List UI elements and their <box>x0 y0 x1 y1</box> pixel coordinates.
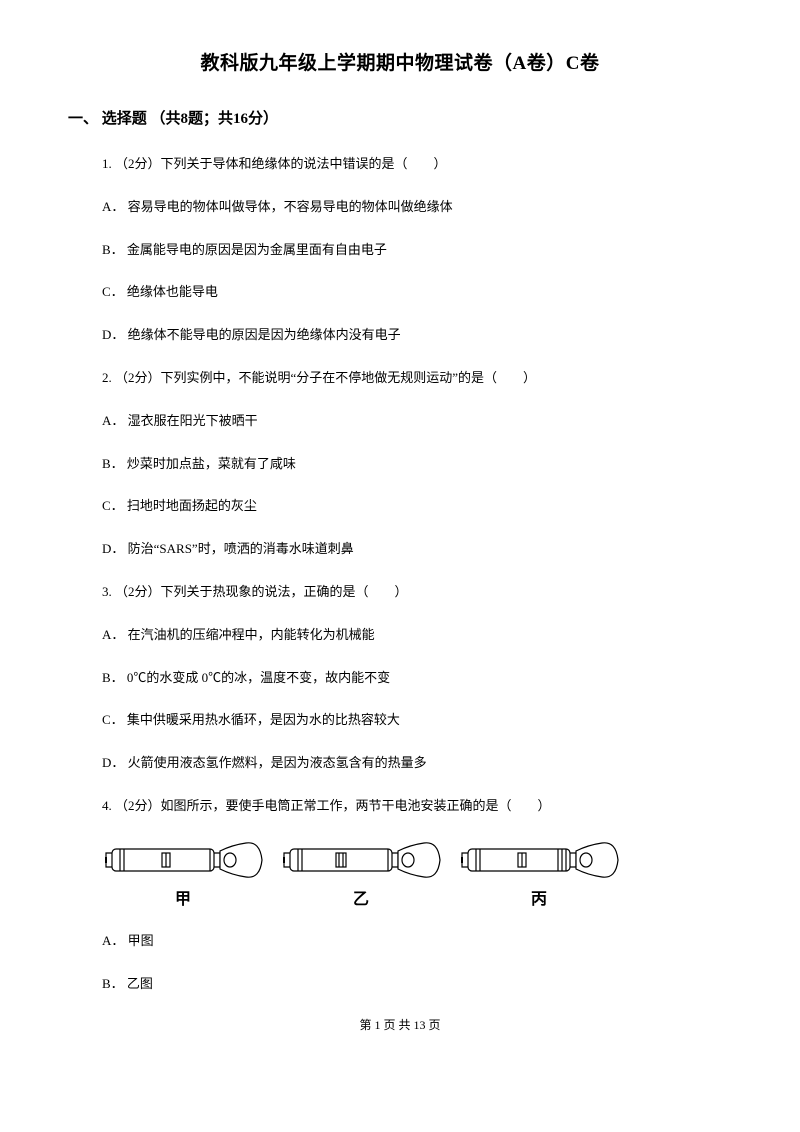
flashlight-yi: 乙 <box>280 839 442 909</box>
q1-option-d: D． 绝缘体不能导电的原因是因为绝缘体内没有电子 <box>102 325 732 346</box>
q1-stem: 1. （2分）下列关于导体和绝缘体的说法中错误的是（ ） <box>102 154 732 175</box>
q1-option-b: B． 金属能导电的原因是因为金属里面有自由电子 <box>102 240 732 261</box>
q2-option-c: C． 扫地时地面扬起的灰尘 <box>102 496 732 517</box>
flashlight-icon <box>102 839 264 881</box>
flashlight-icon <box>458 839 620 881</box>
label-bing: 丙 <box>531 885 547 909</box>
flashlight-jia: 甲 <box>102 839 264 909</box>
section-header: 一、 选择题 （共8题；共16分） <box>68 107 732 128</box>
q2-stem: 2. （2分）下列实例中，不能说明“分子在不停地做无规则运动”的是（ ） <box>102 368 732 389</box>
q1-option-a: A． 容易导电的物体叫做导体，不容易导电的物体叫做绝缘体 <box>102 197 732 218</box>
label-jia: 甲 <box>175 885 191 909</box>
q4-stem: 4. （2分）如图所示，要使手电筒正常工作，两节干电池安装正确的是（ ） <box>102 796 732 817</box>
q3-option-b: B． 0℃的水变成 0℃的冰，温度不变，故内能不变 <box>102 668 732 689</box>
label-yi: 乙 <box>353 885 369 909</box>
q2-option-a: A． 湿衣服在阳光下被晒干 <box>102 411 732 432</box>
q4-option-b: B． 乙图 <box>102 974 732 995</box>
page-footer: 第 1 页 共 13 页 <box>68 1016 732 1033</box>
q3-option-c: C． 集中供暖采用热水循环，是因为水的比热容较大 <box>102 710 732 731</box>
figure-row: 甲 乙 <box>102 839 732 909</box>
q4-option-a: A． 甲图 <box>102 931 732 952</box>
q2-option-d: D． 防治“SARS”时，喷洒的消毒水味道刺鼻 <box>102 539 732 560</box>
page-title: 教科版九年级上学期期中物理试卷（A卷）C卷 <box>68 48 732 75</box>
flashlight-icon <box>280 839 442 881</box>
q3-option-a: A． 在汽油机的压缩冲程中，内能转化为机械能 <box>102 625 732 646</box>
q2-option-b: B． 炒菜时加点盐，菜就有了咸味 <box>102 454 732 475</box>
q3-stem: 3. （2分）下列关于热现象的说法，正确的是（ ） <box>102 582 732 603</box>
q3-option-d: D． 火箭使用液态氢作燃料，是因为液态氢含有的热量多 <box>102 753 732 774</box>
q1-option-c: C． 绝缘体也能导电 <box>102 282 732 303</box>
question-block: 1. （2分）下列关于导体和绝缘体的说法中错误的是（ ） A． 容易导电的物体叫… <box>102 154 732 994</box>
flashlight-bing: 丙 <box>458 839 620 909</box>
